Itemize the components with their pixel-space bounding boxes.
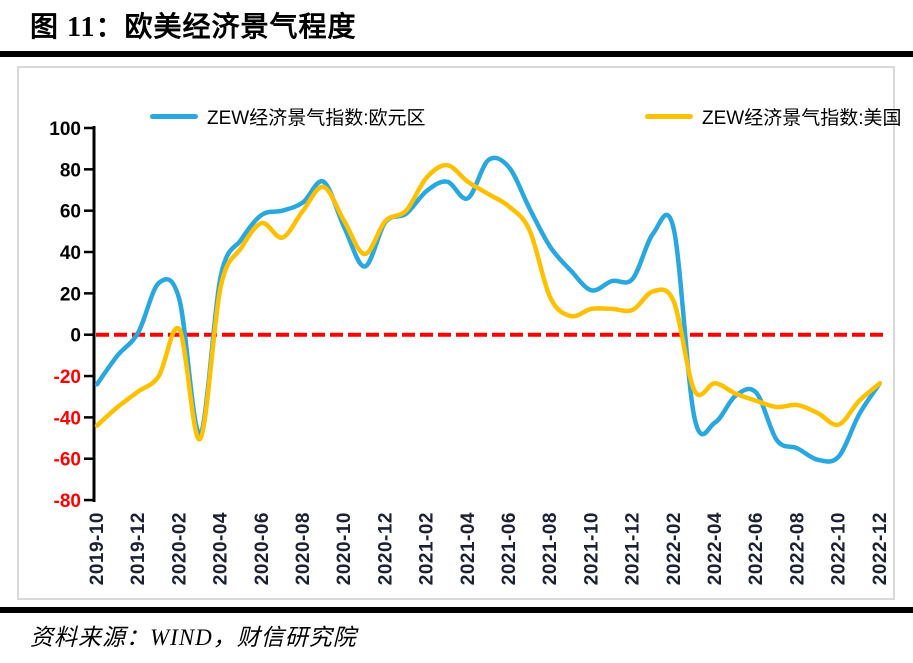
x-tick-label: 2020-06: [252, 512, 273, 585]
chart-legend: ZEW经济景气指数:欧元区 ZEW经济景气指数:美国: [0, 104, 913, 129]
x-tick-label: 2020-10: [334, 512, 355, 585]
x-tick-label: 2020-04: [211, 512, 232, 585]
source-note: 资料来源：WIND，财信研究院: [30, 625, 357, 650]
x-tick-label: 2021-10: [581, 512, 602, 585]
x-tick-label: 2022-02: [664, 512, 685, 585]
y-tick-label: 80: [60, 160, 81, 181]
y-tick-label: -60: [54, 450, 81, 471]
y-tick-label: 20: [60, 284, 81, 305]
legend-swatch-us: [645, 113, 693, 119]
x-tick-label: 2022-12: [870, 512, 891, 585]
x-tick-label: 2020-08: [293, 512, 314, 585]
x-tick-label: 2020-02: [169, 512, 190, 585]
x-tick-label: 2022-04: [705, 512, 726, 585]
x-tick-label: 2021-08: [540, 512, 561, 585]
legend-label-us: ZEW经济景气指数:美国: [702, 107, 902, 129]
x-tick-label: 2021-02: [417, 512, 438, 585]
y-tick-label: 40: [60, 243, 81, 264]
figure-title: 图 11：欧美经济景气程度: [30, 12, 357, 43]
x-tick-label: 2021-12: [623, 512, 644, 585]
x-tick-label: 2021-06: [499, 512, 520, 585]
x-tick-label: 2022-06: [746, 512, 767, 585]
y-tick-label: 0: [70, 326, 81, 347]
legend-item-eurozone: ZEW经济景气指数:欧元区: [150, 104, 426, 129]
y-tick-label: 60: [60, 202, 81, 223]
bottom-divider: [0, 607, 913, 613]
x-tick-label: 2022-10: [829, 512, 850, 585]
x-tick-label: 2020-12: [375, 512, 396, 585]
x-tick-label: 2019-12: [128, 512, 149, 585]
legend-swatch-eurozone: [150, 113, 198, 119]
x-tick-label: 2022-08: [787, 512, 808, 585]
series-line-eurozone: [94, 155, 883, 464]
y-tick-label: 100: [49, 119, 81, 140]
x-tick-label: 2021-04: [458, 512, 479, 585]
y-tick-label: -80: [54, 491, 81, 512]
legend-label-eurozone: ZEW经济景气指数:欧元区: [207, 107, 426, 129]
x-tick-label: 2019-10: [87, 512, 108, 585]
y-tick-label: -40: [54, 408, 81, 429]
series-line-us: [94, 162, 883, 442]
title-divider: [0, 51, 913, 57]
legend-item-us: ZEW经济景气指数:美国: [645, 104, 902, 129]
y-tick-label: -20: [54, 367, 81, 388]
